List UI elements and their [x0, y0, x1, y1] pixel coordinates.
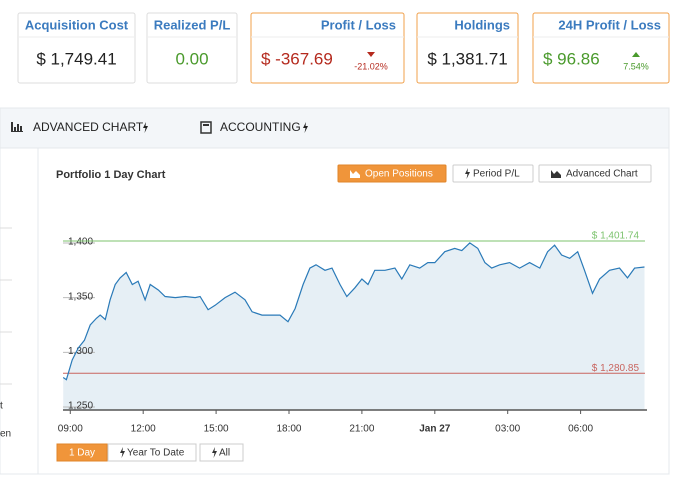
card [416, 12, 519, 84]
sidebar-item: en [0, 429, 11, 440]
card-value: 0.00 [175, 49, 208, 68]
y-tick-label: 1,400 [68, 237, 93, 248]
card-change: 7.54% [623, 61, 649, 71]
x-tick-label: Jan 27 [419, 424, 451, 435]
sidebar-item: t [0, 401, 3, 412]
range-button[interactable] [56, 443, 108, 462]
y-tick-label: 1,300 [68, 346, 93, 357]
down-arrow [367, 52, 375, 57]
card-value: $ 96.86 [543, 49, 600, 68]
area [63, 242, 645, 410]
card-label: 24H Profit / Loss [558, 17, 661, 32]
bolt-icon [303, 122, 308, 133]
range-button-label[interactable]: All [219, 448, 230, 459]
chart-button-label[interactable]: Open Positions [365, 169, 433, 180]
x-tick-label: 21:00 [349, 424, 374, 435]
x-tick-label: 12:00 [131, 424, 156, 435]
tab[interactable]: ADVANCED CHART [33, 120, 144, 134]
line [62, 242, 645, 381]
up-arrow [632, 52, 640, 57]
bolt-icon [212, 447, 217, 458]
y-tick-label: 1,350 [68, 291, 93, 302]
card-label: Holdings [454, 17, 510, 32]
chart-button[interactable] [452, 164, 534, 183]
x-tick-label: 18:00 [276, 424, 301, 435]
chart-button[interactable] [337, 164, 447, 183]
range-button-label[interactable]: 1 Day [69, 448, 95, 459]
chart-title: Portfolio 1 Day Chart [56, 169, 166, 181]
card [17, 12, 136, 84]
x-tick-label: 06:00 [568, 424, 593, 435]
chart-icon [350, 170, 360, 178]
tab-bar [0, 107, 670, 149]
tab[interactable]: ACCOUNTING [220, 120, 301, 134]
calculator-icon [200, 121, 212, 134]
card [532, 12, 670, 84]
x-tick-label: 09:00 [58, 424, 83, 435]
card-label: Profit / Loss [321, 17, 396, 32]
y-tick-label: 1,250 [68, 401, 93, 412]
card-change: -21.02% [354, 61, 388, 71]
chart-icon [11, 122, 23, 132]
reference-label: $ 1,280.85 [592, 363, 640, 374]
card [250, 12, 405, 84]
chart-button-label[interactable]: Advanced Chart [566, 169, 638, 180]
range-button[interactable] [199, 443, 244, 462]
card-label: Acquisition Cost [25, 17, 129, 32]
bolt-icon [120, 447, 125, 458]
card-value: $ 1,749.41 [36, 49, 116, 68]
card [146, 12, 238, 84]
range-button-label[interactable]: Year To Date [127, 448, 185, 459]
x-tick-label: 03:00 [495, 424, 520, 435]
x-tick-label: 15:00 [204, 424, 229, 435]
bolt-icon [143, 122, 148, 133]
reference-label: $ 1,401.74 [592, 231, 640, 242]
bolt-icon [465, 168, 470, 179]
chart-button-label[interactable]: Period P/L [473, 169, 520, 180]
range-button[interactable] [107, 443, 197, 462]
card-value: $ 1,381.71 [427, 49, 507, 68]
chart-icon [551, 170, 561, 178]
card-value: $ -367.69 [261, 49, 333, 68]
chart-button[interactable] [538, 164, 652, 183]
card-label: Realized P/L [154, 17, 231, 32]
